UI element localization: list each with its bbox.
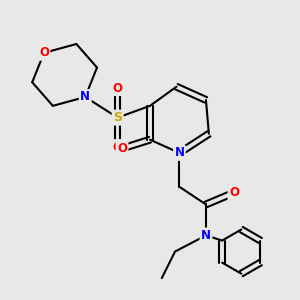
Text: N: N [174,146,184,159]
Text: O: O [112,82,123,95]
Text: O: O [39,46,49,59]
Text: S: S [113,111,122,124]
Text: N: N [201,229,211,242]
Text: O: O [117,142,127,155]
Text: O: O [229,186,239,199]
Text: O: O [112,141,123,154]
Text: N: N [80,91,90,103]
